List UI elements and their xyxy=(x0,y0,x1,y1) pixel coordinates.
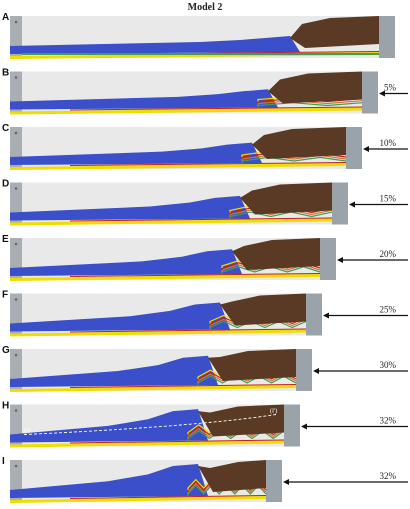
brown-wedge-layer xyxy=(220,293,306,326)
basal-layer-red xyxy=(70,439,284,444)
brown-wedge-layer xyxy=(198,460,266,492)
bolt-icon xyxy=(14,131,18,135)
strain-label: 32% xyxy=(380,416,397,426)
piston-wall xyxy=(362,71,378,114)
panel-label: C xyxy=(2,123,9,134)
arrowhead-icon xyxy=(337,257,343,263)
arrowhead-icon xyxy=(349,201,355,208)
section-line xyxy=(23,414,277,435)
piston-wall xyxy=(306,293,322,336)
bolt-icon xyxy=(14,187,18,190)
folded-strata-line xyxy=(221,266,321,274)
figure-title: Model 2 xyxy=(187,2,223,13)
piston-wall xyxy=(320,238,336,280)
basal-layer-yellow xyxy=(10,274,320,281)
blue-sediment-layer xyxy=(10,249,242,276)
folded-strata-line xyxy=(241,156,347,163)
model-panel-f: F 25% xyxy=(2,290,408,337)
arrowhead-icon xyxy=(379,90,385,97)
brown-wedge-layer xyxy=(252,127,346,159)
model-panel-a: A xyxy=(2,12,395,59)
blue-sediment-layer xyxy=(10,36,300,54)
blue-sediment-layer xyxy=(10,142,262,165)
basal-layer-red xyxy=(70,328,306,333)
model-panel-i: I 32% xyxy=(2,456,408,503)
section-start-label: (I) xyxy=(24,428,30,435)
piston-wall xyxy=(296,349,312,391)
blue-sediment-layer xyxy=(10,302,230,332)
panel-label: I xyxy=(2,456,5,467)
basal-layer-yellow xyxy=(10,218,332,226)
strain-label: 30% xyxy=(380,360,397,370)
piston-wall xyxy=(332,182,348,225)
bolt-icon xyxy=(14,409,18,412)
model-panel-b: B 5% xyxy=(2,68,408,115)
arrowhead-icon xyxy=(283,479,289,485)
model-panel-g: G 30% xyxy=(2,345,408,392)
basal-layer-yellow xyxy=(10,496,266,503)
panel-label: A xyxy=(2,12,9,23)
basal-layer-red xyxy=(70,217,332,222)
basal-layer-yellow xyxy=(10,107,362,115)
basal-layer-red xyxy=(70,495,266,499)
piston-wall xyxy=(266,460,282,502)
strain-label: 10% xyxy=(380,138,397,148)
piston-wall xyxy=(346,127,362,169)
panel-label: E xyxy=(2,234,9,245)
model-panel-c: C 10% xyxy=(2,123,408,170)
arrowhead-icon xyxy=(323,312,329,319)
panel-label: F xyxy=(2,290,8,301)
strain-label: 25% xyxy=(380,305,397,315)
basal-layer-yellow xyxy=(10,440,284,448)
basal-layer-red xyxy=(70,106,362,111)
blue-sediment-layer xyxy=(10,195,250,221)
blue-sediment-layer xyxy=(10,355,218,387)
bolt-icon xyxy=(14,76,18,79)
basal-layer-yellow xyxy=(10,329,306,337)
panel-label: B xyxy=(2,68,9,79)
brown-wedge-layer xyxy=(198,404,284,437)
basal-layer-red xyxy=(70,162,346,166)
panel-label: G xyxy=(2,345,10,356)
arrowhead-icon xyxy=(301,423,307,430)
model-panel-h: H 32% (I) (I') xyxy=(2,401,408,448)
brown-wedge-layer xyxy=(290,16,379,48)
blue-sediment-layer xyxy=(10,409,208,443)
model-panel-e: E 20% xyxy=(2,234,408,281)
panel-label: D xyxy=(2,179,9,190)
basal-layer-red xyxy=(70,384,296,388)
bolt-icon xyxy=(14,353,18,357)
bolt-icon xyxy=(14,298,18,301)
strain-label: 20% xyxy=(380,249,397,259)
strata-green xyxy=(22,53,379,55)
blue-sediment-layer xyxy=(10,464,208,498)
basal-layer-red xyxy=(70,273,320,277)
basal-layer-yellow xyxy=(10,163,346,170)
bolt-icon xyxy=(14,242,18,246)
strain-label: 32% xyxy=(380,471,397,481)
section-end-label: (I') xyxy=(270,408,277,415)
bolt-icon xyxy=(14,20,18,24)
brown-wedge-layer xyxy=(268,71,362,104)
piston-wall xyxy=(379,16,395,58)
bolt-icon xyxy=(14,464,18,468)
blue-sediment-layer xyxy=(10,89,278,110)
panel-label: H xyxy=(2,401,9,412)
brown-wedge-layer xyxy=(232,238,320,270)
brown-wedge-layer xyxy=(240,182,332,215)
strain-label: 15% xyxy=(380,194,397,204)
brown-wedge-layer xyxy=(208,349,296,381)
piston-wall xyxy=(284,404,300,447)
model-panel-d: D 15% xyxy=(2,179,408,226)
arrowhead-icon xyxy=(313,368,319,374)
arrowhead-icon xyxy=(363,146,369,152)
basal-layer-yellow xyxy=(10,385,296,392)
strain-label: 5% xyxy=(384,83,397,93)
